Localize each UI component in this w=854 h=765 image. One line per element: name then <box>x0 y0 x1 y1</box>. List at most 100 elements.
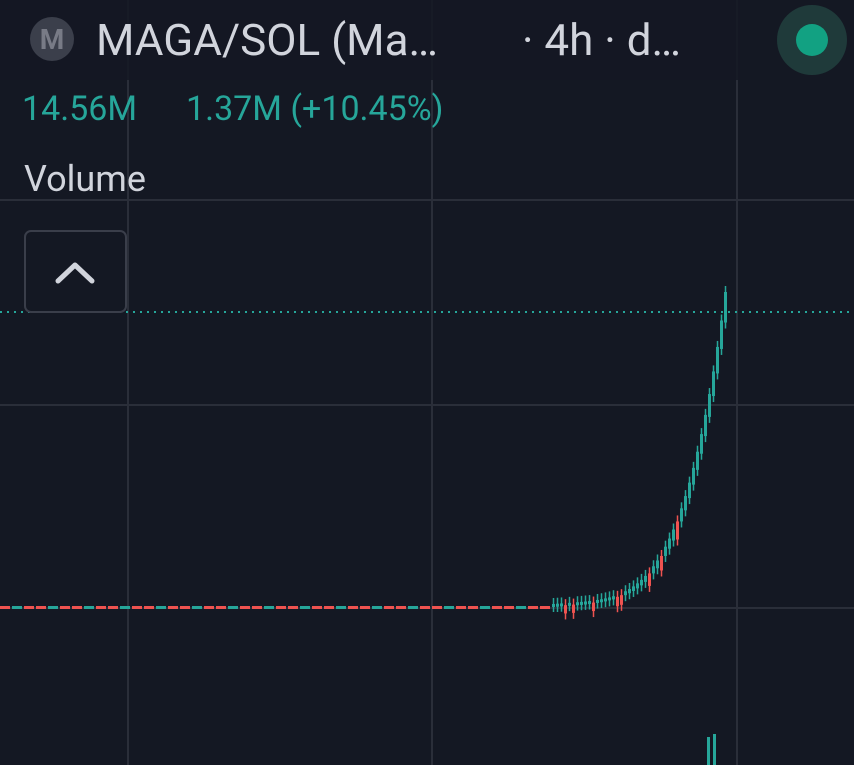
volume-bars <box>707 734 716 765</box>
candle <box>384 606 394 609</box>
volume-bar <box>707 737 710 765</box>
candle <box>252 606 262 609</box>
candle <box>132 606 142 609</box>
candle <box>676 521 679 540</box>
candle <box>360 606 370 609</box>
candle <box>204 606 214 609</box>
candle <box>628 588 631 594</box>
candle <box>72 606 82 609</box>
avatar <box>30 17 74 61</box>
candle <box>264 606 274 609</box>
candle <box>540 606 550 609</box>
candle <box>592 602 595 612</box>
candle <box>568 602 571 606</box>
candle <box>576 602 579 606</box>
candle <box>228 606 238 609</box>
candle <box>692 467 695 485</box>
candle <box>12 606 22 609</box>
candle <box>528 606 538 609</box>
collapse-button[interactable] <box>24 230 127 313</box>
candle <box>60 606 70 609</box>
candle <box>640 579 643 586</box>
candle <box>444 606 454 609</box>
candle <box>96 606 106 609</box>
candle <box>108 606 118 609</box>
candle <box>240 606 250 609</box>
candle <box>468 606 478 609</box>
candle <box>648 573 651 586</box>
candle <box>688 482 691 499</box>
candle <box>632 586 635 591</box>
candle <box>724 292 727 323</box>
candle <box>604 598 607 602</box>
candle <box>516 606 526 609</box>
candle <box>120 606 130 609</box>
candle <box>644 575 647 582</box>
candle <box>712 371 715 397</box>
candle <box>596 599 599 603</box>
avatar-letter: M <box>40 23 65 56</box>
candle <box>348 606 358 609</box>
candle <box>700 434 703 454</box>
candle <box>504 606 514 609</box>
candle <box>276 606 286 609</box>
candle <box>156 606 166 609</box>
candle <box>584 601 587 605</box>
pair-title[interactable]: MAGA/SOL (Ma… <box>96 14 438 66</box>
candle <box>636 583 639 589</box>
candle <box>580 601 583 605</box>
candle <box>84 606 94 609</box>
candle <box>704 414 707 437</box>
status-dot <box>796 24 828 56</box>
candle <box>652 566 655 574</box>
candle <box>660 555 663 571</box>
stat-change: 1.37M (+10.45%) <box>186 89 443 129</box>
candle <box>600 599 603 603</box>
candle <box>720 320 723 349</box>
candle <box>312 606 322 609</box>
candle <box>708 394 711 417</box>
header-backdrop <box>0 0 740 80</box>
candle <box>168 606 178 609</box>
candle <box>564 605 567 614</box>
candle <box>612 596 615 600</box>
candle <box>324 606 334 609</box>
candle <box>336 606 346 609</box>
candle <box>560 603 563 607</box>
candle <box>372 606 382 609</box>
candle <box>480 606 490 609</box>
candle <box>408 606 418 609</box>
candle <box>36 606 46 609</box>
candle <box>572 604 575 613</box>
candle <box>144 606 154 609</box>
candle <box>716 346 719 374</box>
interval: · 4h · d… <box>522 14 681 66</box>
candle <box>668 538 671 549</box>
chevron-icon <box>55 262 95 284</box>
candle <box>656 560 659 569</box>
candle <box>300 606 310 609</box>
candle <box>672 529 675 541</box>
indicator-label: Volume <box>24 158 146 200</box>
candle <box>24 606 34 609</box>
candle <box>664 546 667 556</box>
candle <box>680 508 683 522</box>
candles <box>0 286 727 620</box>
volume-bar <box>713 734 716 765</box>
candle <box>216 606 226 609</box>
candle <box>0 606 10 609</box>
candle <box>684 496 687 511</box>
candle <box>456 606 466 609</box>
candle <box>396 606 406 609</box>
candle <box>620 595 623 605</box>
candle <box>492 606 502 609</box>
candle <box>432 606 442 609</box>
candle <box>288 606 298 609</box>
candle <box>192 606 202 609</box>
candle <box>624 591 627 596</box>
candle <box>48 606 58 609</box>
candle <box>608 597 611 601</box>
stat: 14.56M <box>22 89 137 129</box>
candle <box>588 601 591 605</box>
